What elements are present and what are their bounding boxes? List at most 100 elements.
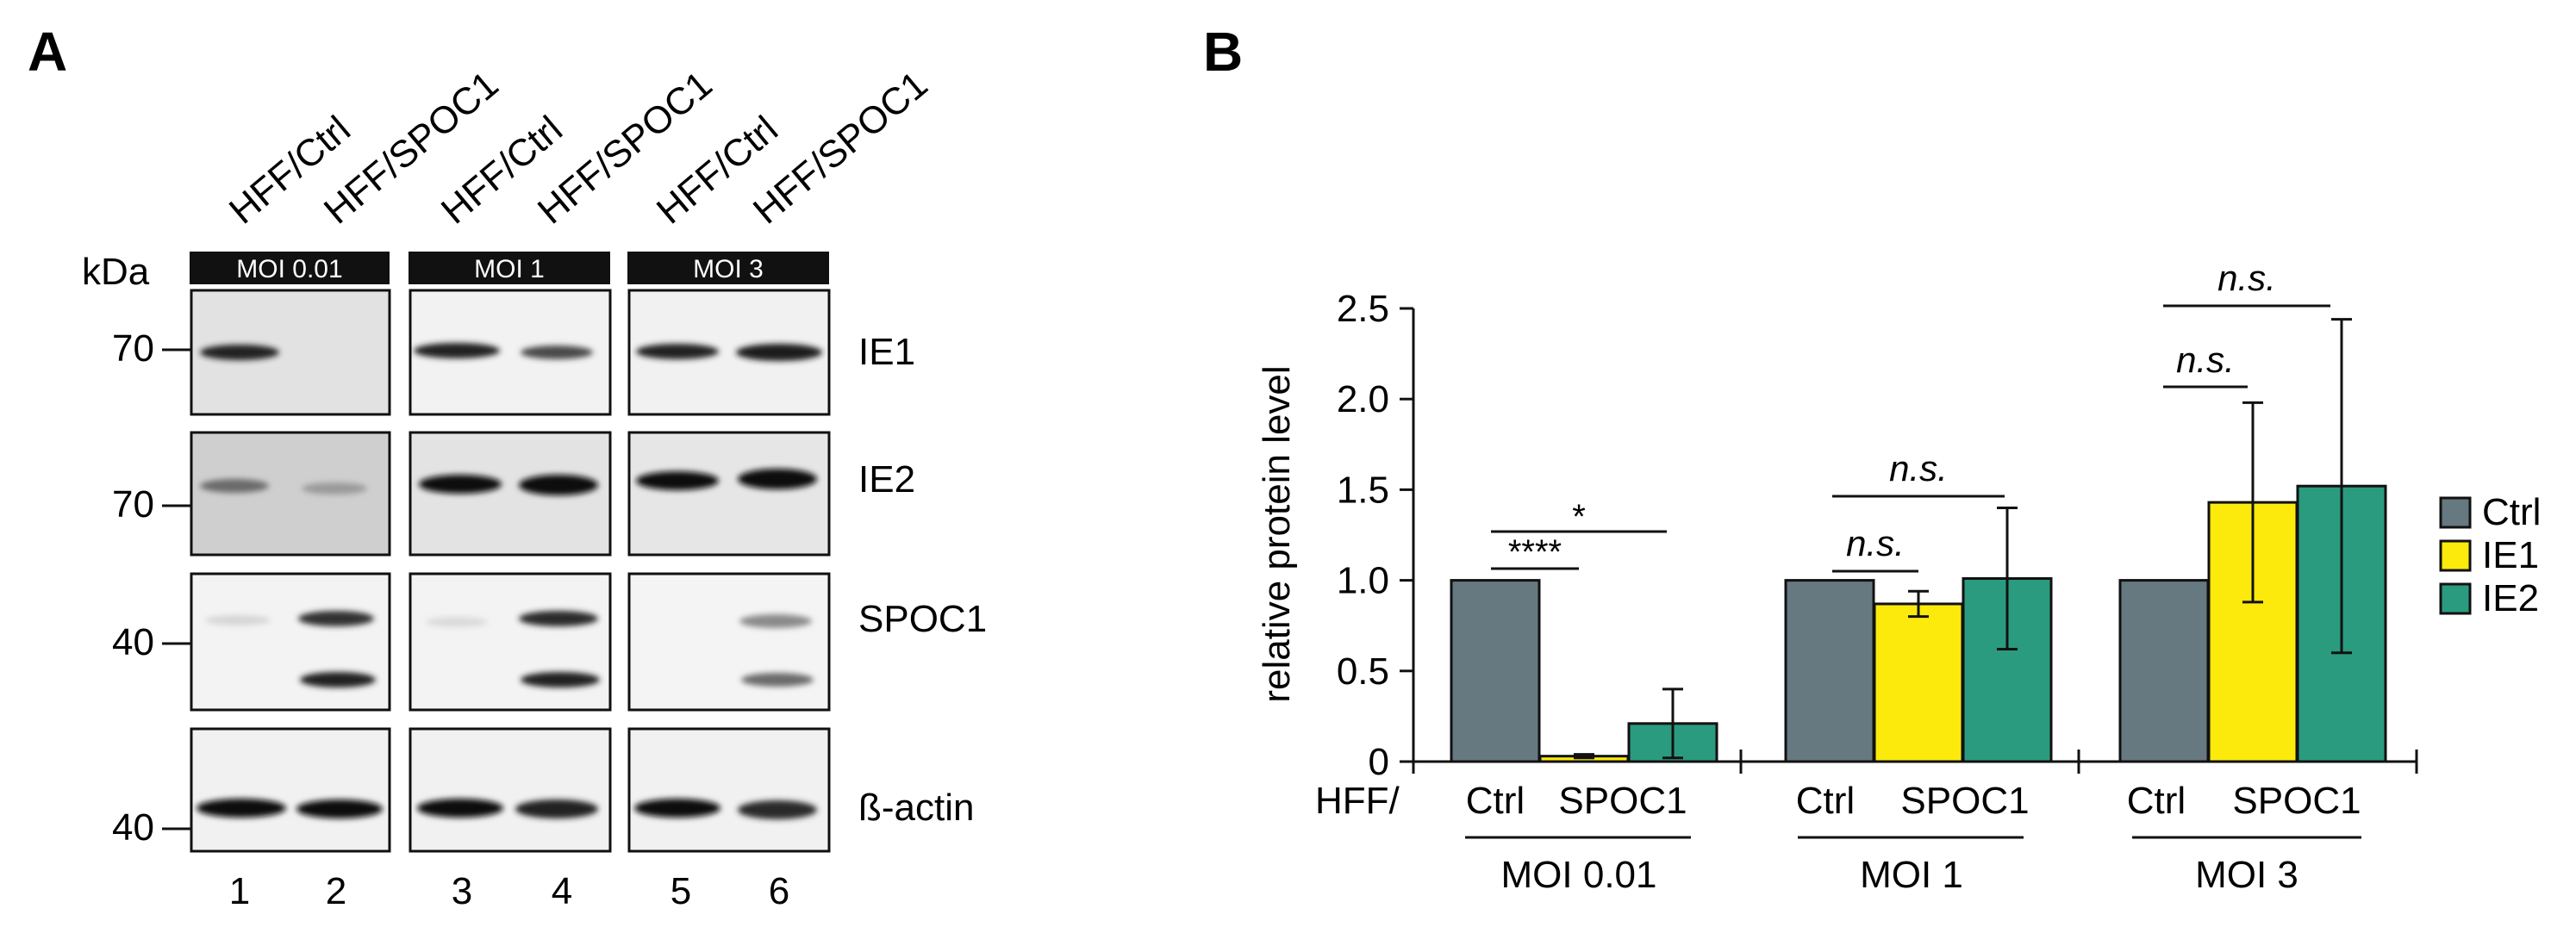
band-ie1-lane1 <box>200 345 279 360</box>
moi-header-3: MOI 3 <box>693 255 764 283</box>
error-bar-ie1-moi001 <box>1574 753 1594 760</box>
band-spoc1-lane1 <box>205 615 271 625</box>
marker-ie1: 70 <box>112 327 154 370</box>
y-tick-label-1: 0.5 <box>1337 650 1389 693</box>
x-label-4: SPOC1 <box>1900 780 2029 822</box>
y-tick-label-3: 1.5 <box>1337 469 1389 511</box>
band-spoc1-lane3 <box>426 617 488 627</box>
band-spoc1-lane4-upper <box>519 611 598 626</box>
marker-spoc1: 40 <box>112 621 154 663</box>
y-tick-label-4: 2.0 <box>1337 378 1389 420</box>
y-tick-label-0: 0 <box>1369 741 1389 783</box>
error-bar-ie2-moi3 <box>2331 318 2352 655</box>
blot-actin-moi001 <box>190 727 391 853</box>
x-label-2: SPOC1 <box>1558 780 1687 822</box>
panel-a-label: A <box>28 21 67 83</box>
lane-number-2: 2 <box>326 870 346 912</box>
y-tick-label-2: 1.0 <box>1337 560 1389 602</box>
lane-headers: HFF/Ctrl HFF/SPOC1 HFF/Ctrl HFF/SPOC1 HF… <box>221 63 936 232</box>
label-ie1: IE1 <box>858 331 915 373</box>
moi-header-bar-3 <box>627 252 829 284</box>
y-tick-label-5: 2.5 <box>1337 288 1389 330</box>
band-ie2-lane3 <box>419 475 502 494</box>
lane-number-4: 4 <box>552 870 572 912</box>
hff-prefix: HFF/ <box>1315 780 1400 822</box>
band-spoc1-lane6-lower <box>741 673 814 687</box>
sig-label-moi3-ie2: n.s. <box>2217 258 2276 298</box>
blot-spoc1-moi001 <box>190 572 391 712</box>
band-actin-lane6 <box>738 800 817 819</box>
group-label-moi1: MOI 1 <box>1860 854 1963 896</box>
x-label-5: Ctrl <box>2127 780 2186 822</box>
band-ie2-lane4 <box>519 475 598 495</box>
lane-number-1: 1 <box>229 870 250 912</box>
blot-spoc1-moi1 <box>409 572 612 712</box>
bars <box>1450 484 2387 763</box>
band-ie1-lane6 <box>736 344 822 361</box>
panel-b-label: B <box>1203 21 1243 83</box>
bar-ctrl-moi001 <box>1450 579 1541 763</box>
band-ie2-lane2 <box>302 482 367 495</box>
bar-ctrl-moi3 <box>2118 579 2210 763</box>
error-bar-ie2-moi1 <box>1997 506 2018 651</box>
sig-label-moi001-ie2: * <box>1572 498 1586 536</box>
lane-number-6: 6 <box>769 870 789 912</box>
sig-label-moi1-ie1: n.s. <box>1846 523 1905 563</box>
band-ie1-lane4 <box>521 345 593 359</box>
label-ie2: IE2 <box>858 458 915 501</box>
legend-label-ie1: IE1 <box>2482 534 2539 576</box>
blot-ie2-moi001 <box>190 431 391 557</box>
band-actin-lane1 <box>196 799 286 818</box>
band-spoc1-lane4-lower <box>521 672 600 687</box>
error-bars <box>1574 318 2352 760</box>
blot-row-ie1: 70 IE1 <box>112 289 915 416</box>
sig-label-moi1-ie2: n.s. <box>1889 448 1948 488</box>
group-labels: MOI 0.01 MOI 1 MOI 3 <box>1501 854 2298 896</box>
sig-label-moi3-ie1: n.s. <box>2176 339 2235 380</box>
lane-number-3: 3 <box>452 870 472 912</box>
kda-label: kDa <box>82 251 150 293</box>
legend-label-ctrl: Ctrl <box>2482 491 2541 533</box>
x-label-6: SPOC1 <box>2232 780 2361 822</box>
marker-ie2: 70 <box>112 483 154 526</box>
blot-row-actin: 40 ß-actin <box>112 727 974 853</box>
lane-numbers: 1 2 3 4 5 6 <box>229 870 789 912</box>
blot-actin-moi1 <box>409 727 612 853</box>
error-bar-ie2-moi001 <box>1662 687 1683 760</box>
bar-ctrl-moi1 <box>1784 579 1875 763</box>
moi-header-1: MOI 0.01 <box>236 255 342 283</box>
legend: Ctrl IE1 IE2 <box>2439 491 2541 619</box>
blot-row-spoc1: 40 SPOC1 <box>112 572 987 712</box>
blot-ie2-moi3 <box>627 431 831 557</box>
significance: **** * n.s. n.s. n.s. n.s. <box>1491 258 2330 573</box>
band-spoc1-lane6-upper <box>739 614 812 628</box>
band-ie1-lane5 <box>636 344 719 359</box>
bar-ie1-moi1 <box>1873 602 1964 763</box>
label-spoc1: SPOC1 <box>858 598 987 640</box>
blot-actin-moi3 <box>627 727 831 853</box>
x-label-3: Ctrl <box>1796 780 1855 822</box>
lane-number-5: 5 <box>671 870 691 912</box>
band-actin-lane3 <box>417 799 503 818</box>
moi-header-2: MOI 1 <box>474 255 545 283</box>
band-ie2-lane6 <box>738 469 817 489</box>
y-ticks: 0 0.5 1.0 1.5 2.0 2.5 <box>1337 288 1413 783</box>
group-label-moi001: MOI 0.01 <box>1501 854 1657 896</box>
band-ie2-lane5 <box>636 471 719 490</box>
legend-swatch-ie2 <box>2439 582 2472 615</box>
sig-label-moi001-ie1: **** <box>1508 533 1562 571</box>
band-spoc1-lane2-upper <box>298 611 374 626</box>
x-labels: HFF/ Ctrl SPOC1 Ctrl SPOC1 Ctrl SPOC1 <box>1315 780 2361 822</box>
panel-a: A HFF/Ctrl HFF/SPOC1 HFF/Ctrl HFF/SPOC1 … <box>28 21 987 912</box>
moi-headers: MOI 0.01 MOI 1 MOI 3 <box>190 252 829 284</box>
x-label-1: Ctrl <box>1466 780 1525 822</box>
blot-row-ie2: 70 IE2 <box>112 431 915 557</box>
band-actin-lane4 <box>515 799 598 818</box>
band-spoc1-lane2-lower <box>300 672 376 687</box>
error-bar-ie1-moi3 <box>2242 401 2263 604</box>
legend-swatch-ctrl <box>2439 496 2472 529</box>
marker-actin: 40 <box>112 806 154 849</box>
legend-swatch-ie1 <box>2439 539 2472 572</box>
legend-label-ie2: IE2 <box>2482 577 2539 619</box>
